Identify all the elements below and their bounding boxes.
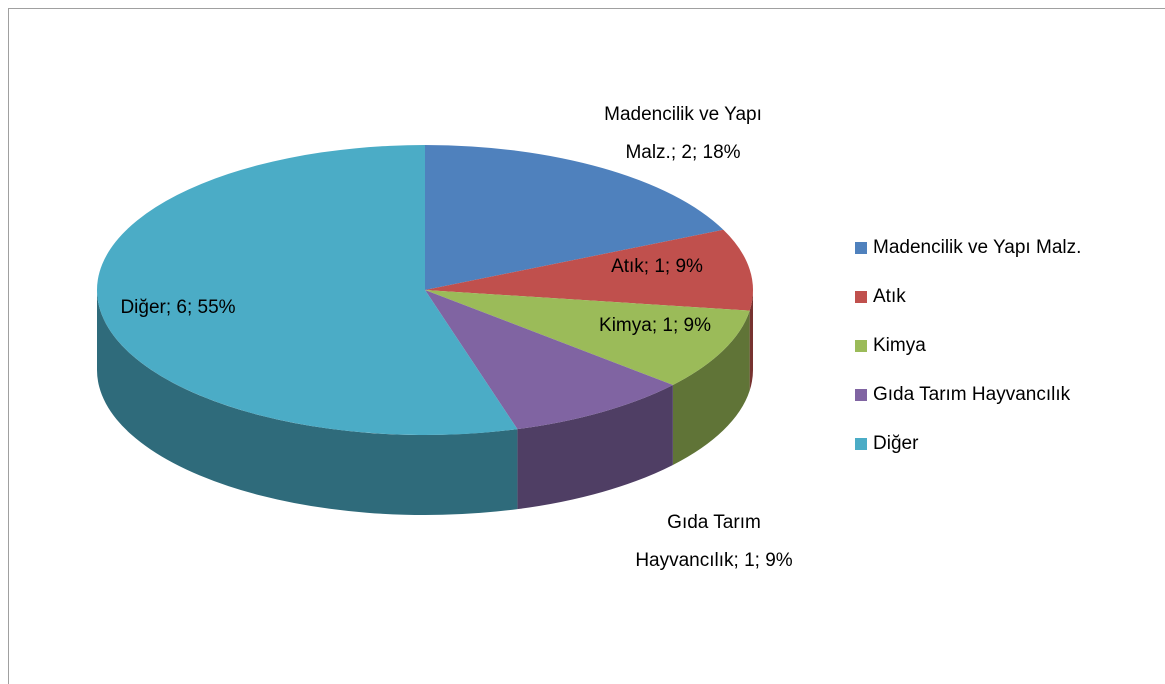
slice bbox=[97, 145, 518, 435]
legend-swatch bbox=[855, 438, 867, 450]
legend-label: Kimya bbox=[873, 335, 926, 356]
legend-label: Madencilik ve Yapı Malz. bbox=[873, 237, 1081, 258]
data-label: Atık; 1; 9% bbox=[611, 256, 703, 277]
legend-label: Atık bbox=[873, 286, 906, 307]
legend-swatch bbox=[855, 340, 867, 352]
slice bbox=[425, 229, 753, 311]
legend-swatch bbox=[855, 389, 867, 401]
slice-side bbox=[672, 310, 750, 465]
data-label: Diğer; 6; 55% bbox=[120, 297, 236, 318]
legend-label: Gıda Tarım Hayvancılık bbox=[873, 384, 1071, 405]
slice-side bbox=[517, 384, 673, 510]
slice bbox=[425, 290, 673, 430]
slice bbox=[425, 145, 724, 290]
legend-swatch bbox=[855, 291, 867, 303]
legend-swatch bbox=[855, 242, 867, 254]
slice bbox=[425, 290, 750, 385]
data-label: Kimya; 1; 9% bbox=[599, 315, 711, 336]
slice-side bbox=[97, 290, 518, 515]
data-label: Madencilik ve Yapı Malz.; 2; 18% bbox=[604, 104, 762, 163]
data-label: Gıda Tarım Hayvancılık; 1; 9% bbox=[635, 512, 793, 571]
chart-border bbox=[8, 8, 1165, 684]
slice-side bbox=[749, 290, 753, 391]
legend-label: Diğer bbox=[873, 433, 919, 454]
